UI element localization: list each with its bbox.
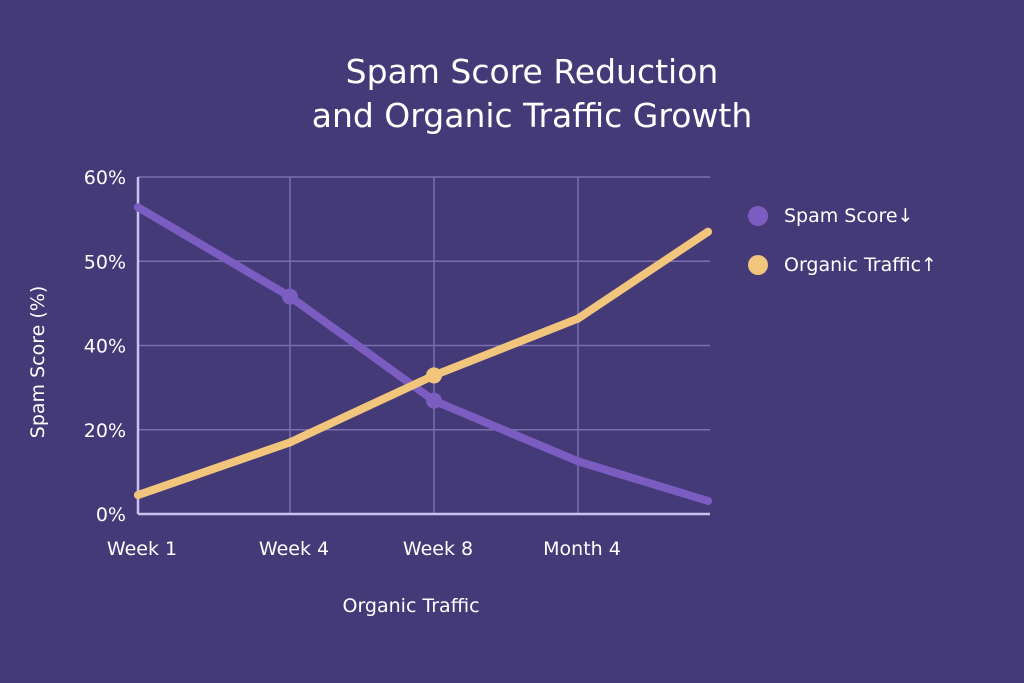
legend-label-organic-traffic: Organic Traffic↑ (784, 254, 937, 276)
chart-title-line-2: and Organic Traffic Growth (311, 96, 753, 135)
y-tick-label: 50% (84, 251, 126, 273)
data-point-organic-traffic (286, 438, 294, 447)
x-tick-label: Month 4 (543, 538, 621, 560)
data-point-organic-traffic (704, 227, 712, 236)
data-point-spam-score (426, 392, 442, 409)
series-line-organic-traffic (134, 227, 712, 500)
data-point-organic-traffic (426, 367, 442, 384)
legend-label-spam-score: Spam Score↓ (784, 205, 914, 227)
legend-marker-organic-traffic (748, 255, 768, 275)
data-point-organic-traffic (134, 491, 142, 500)
data-point-spam-score (134, 203, 142, 212)
y-tick-label: 20% (84, 420, 126, 442)
legend-item-spam-score: Spam Score↓ (748, 202, 937, 230)
series (134, 203, 712, 505)
data-point-spam-score (282, 288, 298, 305)
legend-item-organic-traffic: Organic Traffic↑ (748, 251, 937, 279)
y-axis-title: Spam Score (%) (27, 286, 49, 438)
y-tick-label: 0% (96, 504, 126, 526)
axes (136, 177, 710, 516)
chart-title: Spam Score Reduction and Organic Traffic… (0, 50, 1024, 138)
chart-title-line-1: Spam Score Reduction (345, 52, 719, 91)
legend: Spam Score↓ Organic Traffic↑ (748, 202, 937, 300)
tick-labels: 0% 20% 40% 50% 60% Week 1 Week 4 Week 8 Month 4 (84, 167, 621, 560)
x-tick-label: Week 8 (403, 538, 473, 560)
y-tick-label: 40% (84, 336, 126, 358)
data-point-spam-score (704, 496, 712, 505)
legend-marker-spam-score (748, 206, 768, 226)
x-axis-title: Organic Traffic (342, 595, 479, 617)
y-tick-label: 60% (84, 167, 126, 189)
series-line-spam-score (134, 203, 712, 505)
data-point-spam-score (574, 457, 582, 466)
x-tick-label: Week 1 (107, 538, 177, 560)
x-tick-label: Week 4 (259, 538, 329, 560)
data-point-organic-traffic (574, 314, 582, 323)
